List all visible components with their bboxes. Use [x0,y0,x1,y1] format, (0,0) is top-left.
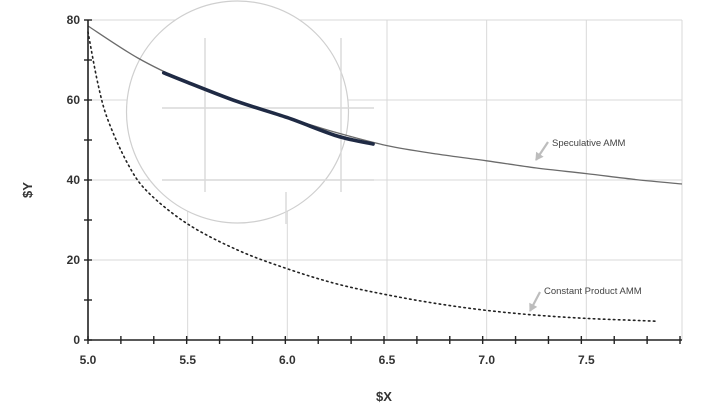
series-lines [87,25,683,322]
x-tick-label: 7.5 [578,353,595,367]
x-tick-labels: 5.0 5.5 6.0 6.5 7.0 7.5 [80,353,595,367]
annotation-constant-product-amm: Constant Product AMM [529,286,642,312]
annotations: Speculative AMM Constant Product AMM [529,138,642,312]
highlighted-segment [161,71,375,146]
x-tick-label: 5.5 [179,353,196,367]
constant-product-amm-line [87,31,657,322]
x-tick-label: 6.0 [279,353,296,367]
x-tick-label: 5.0 [80,353,97,367]
y-tick-label: 40 [67,173,81,187]
y-axis-label: $Y [20,182,35,198]
magnifier [125,0,374,224]
x-tick-label: 6.5 [379,353,396,367]
annotation-arrow-head [535,151,544,161]
annotation-arrow-head [529,302,538,312]
x-tick-label: 7.0 [478,353,495,367]
y-tick-label: 60 [67,93,81,107]
y-tick-label: 80 [67,13,81,27]
y-tick-label: 20 [67,253,81,267]
y-tick-labels: 0 20 40 60 80 [67,13,81,347]
annotation-speculative-amm: Speculative AMM [535,138,625,161]
annotation-label: Constant Product AMM [544,286,642,297]
annotation-label: Speculative AMM [552,138,625,149]
x-axis-label: $X [376,389,392,404]
magnifier-circle [125,0,350,224]
y-tick-label: 0 [73,333,80,347]
axes [84,19,682,344]
